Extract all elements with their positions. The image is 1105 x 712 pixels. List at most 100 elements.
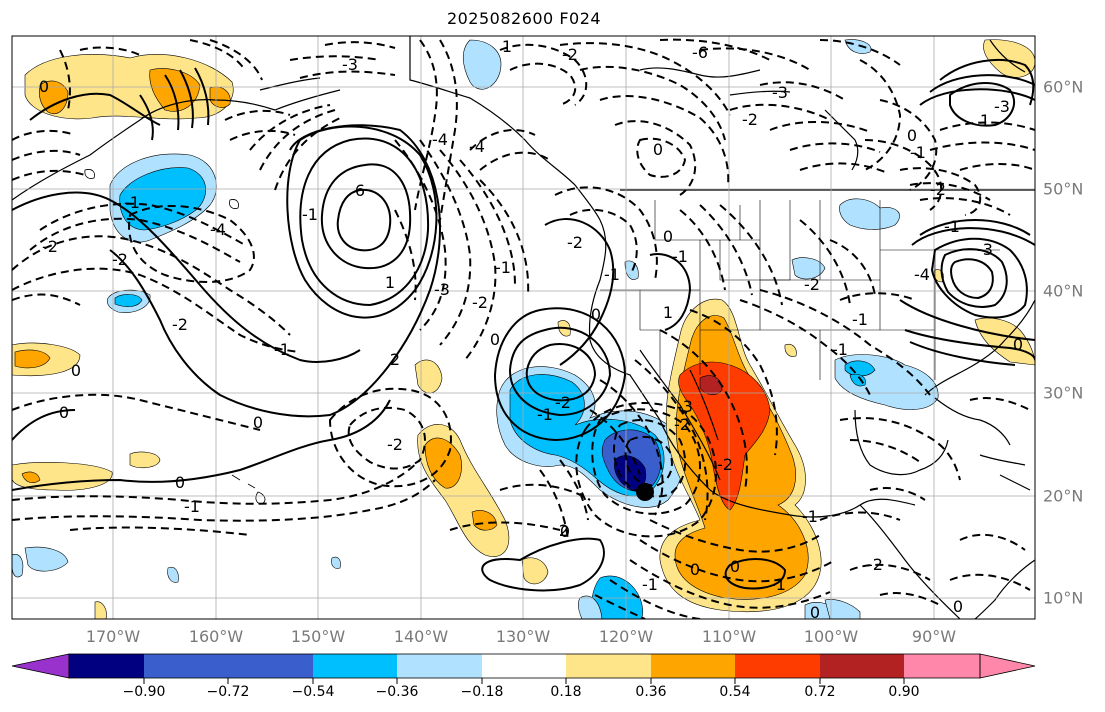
- contour-label: 0: [71, 361, 81, 380]
- contour-label: -2: [717, 455, 733, 474]
- state-borders: [600, 200, 1000, 380]
- contour-label: -1: [910, 143, 926, 162]
- colorbar-bin: [144, 654, 228, 678]
- lon-label: 160°W: [188, 627, 244, 646]
- contour-label: -4: [210, 220, 226, 239]
- contour-label: 2: [390, 350, 400, 369]
- colorbar-extend-high: [979, 653, 1036, 679]
- colorbar-bin: [482, 654, 566, 678]
- colorbar-bin: [313, 654, 397, 678]
- contour-label: -2: [172, 315, 188, 334]
- lat-label: 60°N: [1043, 77, 1084, 97]
- contour-label: -1: [302, 205, 318, 224]
- colorbar-outline: [68, 653, 981, 679]
- lon-label: 110°W: [701, 627, 757, 646]
- contour-label: -1: [124, 193, 140, 212]
- colorbar-tick-label: −0.54: [291, 684, 335, 700]
- contour-label: -1: [642, 575, 658, 594]
- contour-label: -2: [472, 293, 488, 312]
- contour-label: -1: [604, 265, 620, 284]
- colorbar-tick-label: 0.72: [804, 684, 836, 700]
- contour-label: 0: [653, 140, 663, 159]
- contour-label: 0: [253, 413, 263, 432]
- contour-label: -3: [342, 55, 358, 74]
- contour-label: 0: [175, 473, 185, 492]
- contour-label: -2: [742, 110, 758, 129]
- contour-label: 1: [980, 111, 990, 130]
- lon-label: 100°W: [803, 627, 859, 646]
- contour-label: -1: [184, 497, 200, 516]
- colorbar-tick-label: 0.18: [550, 684, 582, 700]
- coastlines: [12, 36, 1035, 619]
- contour-label: 0: [690, 560, 700, 579]
- contour-label: -2: [674, 415, 690, 434]
- lat-label: 30°N: [1043, 383, 1084, 403]
- lat-label: 40°N: [1043, 281, 1084, 301]
- colorbar-tick-label: 0.90: [888, 684, 920, 700]
- contour-label: -2: [930, 180, 946, 199]
- contour-label: 1: [502, 37, 512, 56]
- contour-label: -4: [914, 265, 930, 284]
- contour-label: 0: [490, 330, 500, 349]
- contour-label: -1: [495, 258, 511, 277]
- colorbar-bin: [735, 654, 820, 678]
- storm-center-marker: [636, 483, 654, 501]
- map-title: 2025082600 F024: [446, 9, 602, 28]
- lon-label: 150°W: [290, 627, 346, 646]
- colorbar-extend-low: [11, 653, 70, 679]
- contour-label: -2: [42, 237, 58, 256]
- contour-label: -4: [432, 130, 448, 149]
- colorbar-bin: [904, 654, 980, 678]
- contour-label: -1: [672, 247, 688, 266]
- contour-label: 0: [907, 126, 917, 145]
- colorbar-tick-label: −0.36: [375, 684, 419, 700]
- colorbar-bin: [566, 654, 651, 678]
- contour-label: -2: [387, 435, 403, 454]
- contour-label: -2: [112, 250, 128, 269]
- lat-label: 50°N: [1043, 179, 1084, 199]
- contour-label: -4: [469, 137, 485, 156]
- colorbar-tick-label: 0.54: [719, 684, 751, 700]
- colorbar-bin: [397, 654, 482, 678]
- colorbar-tick-label: −0.90: [122, 684, 166, 700]
- lon-label: 130°W: [495, 627, 551, 646]
- contour-label: -1: [537, 405, 553, 424]
- colorbar-bin: [69, 654, 144, 678]
- contour-label: -1: [274, 340, 290, 359]
- contour-label: -1: [802, 507, 818, 526]
- contour-label: 0: [59, 403, 69, 422]
- colorbar: [11, 653, 1036, 684]
- contour-label: -1: [832, 340, 848, 359]
- contour-label: -2: [867, 555, 883, 574]
- lon-label: 170°W: [85, 627, 141, 646]
- contour-label: -2: [567, 233, 583, 252]
- contour-label: -6: [692, 43, 708, 62]
- colorbar-bin: [651, 654, 735, 678]
- contour-label: 0: [730, 557, 740, 576]
- colorbar-tick-label: 0.36: [635, 684, 667, 700]
- map-panel: -3 1 -2 -6 -3 -2 0 0 -1 -3 1 -4 6 -4 -2 …: [12, 36, 1035, 622]
- contour-label: 1: [385, 273, 395, 292]
- contour-label: 0: [591, 305, 601, 324]
- contour-label: -1: [770, 575, 786, 594]
- contour-label: 1: [663, 303, 673, 322]
- contour-label: 0: [1013, 335, 1023, 354]
- contour-label: -3: [994, 97, 1010, 116]
- contour-label: 0: [810, 603, 820, 622]
- contour-label: -3: [677, 397, 693, 416]
- contour-label: -3: [434, 280, 450, 299]
- lon-label: 140°W: [393, 627, 449, 646]
- lat-label: 10°N: [1043, 588, 1084, 608]
- graticule: [12, 36, 1035, 619]
- lon-label: 90°W: [911, 627, 957, 646]
- lat-label: 20°N: [1043, 486, 1084, 506]
- contour-label: 2: [559, 521, 569, 540]
- colorbar-tick-label: −0.72: [206, 684, 250, 700]
- contour-label: 0: [663, 227, 673, 246]
- colorbar-bin: [820, 654, 904, 678]
- contour-label: -3: [977, 240, 993, 259]
- map-frame: [11, 35, 1036, 620]
- contour-label: 0: [39, 77, 49, 96]
- contour-labels: -3 1 -2 -6 -3 -2 0 0 -1 -3 1 -4 6 -4 -2 …: [39, 37, 1023, 622]
